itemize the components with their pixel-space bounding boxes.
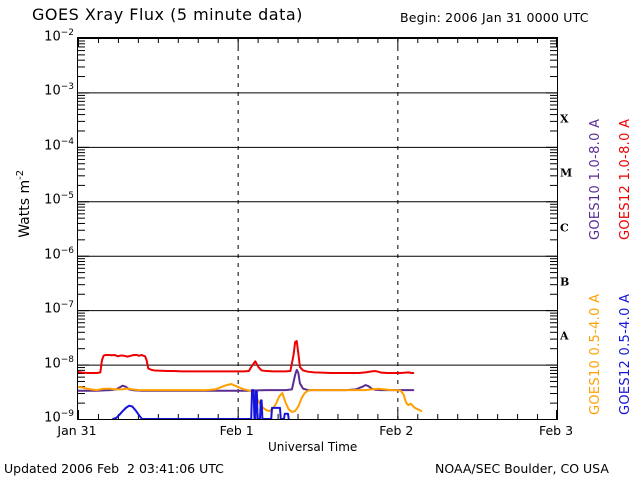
y-tick-label: 10−9 <box>44 409 74 426</box>
y-tick-label: 10−2 <box>44 28 74 45</box>
x-axis-ticks: Jan 31 Feb 1 Feb 2 Feb 3 <box>57 423 573 443</box>
x-tick-label: Jan 31 <box>57 423 97 438</box>
x-tick-label: Feb 2 <box>379 423 414 438</box>
legend-goes10-short: GOES10 0.5-4.0 A <box>588 293 603 415</box>
begin-time-label: Begin: 2006 Jan 31 0000 UTC <box>400 10 589 25</box>
flare-class-labels: X M C B A <box>560 37 576 420</box>
plot-area <box>77 37 558 420</box>
plot-svg <box>78 38 557 419</box>
page-title: GOES Xray Flux (5 minute data) <box>32 5 303 24</box>
y-tick-label: 10−4 <box>44 136 74 154</box>
flare-class-m: M <box>560 166 573 180</box>
flare-class-b: B <box>560 275 570 289</box>
flare-class-c: C <box>560 221 569 234</box>
x-axis-label: Universal Time <box>268 440 358 454</box>
flare-class-x: X <box>560 112 569 126</box>
y-tick-label: 10−7 <box>44 300 74 317</box>
x-tick-label: Feb 1 <box>219 423 254 438</box>
y-tick-label: 10−5 <box>44 191 74 208</box>
y-tick-label: 10−3 <box>44 82 74 99</box>
y-axis-ticks: 10−9 10−8 10−7 10−6 10−5 10−4 10−3 10−2 <box>0 28 74 425</box>
updated-timestamp: Updated 2006 Feb 2 03:41:06 UTC <box>4 461 224 476</box>
y-tick-label: 10−8 <box>44 354 74 371</box>
y-tick-label: 10−6 <box>44 245 74 263</box>
data-source-label: NOAA/SEC Boulder, CO USA <box>435 461 609 476</box>
flare-class-a: A <box>560 329 569 343</box>
legend-goes10-long: GOES10 1.0-8.0 A <box>588 118 603 240</box>
legend-goes12-short: GOES12 0.5-4.0 A <box>618 293 633 415</box>
legend-goes12-long: GOES12 1.0-8.0 A <box>618 118 633 240</box>
x-tick-label: Feb 3 <box>538 423 574 438</box>
